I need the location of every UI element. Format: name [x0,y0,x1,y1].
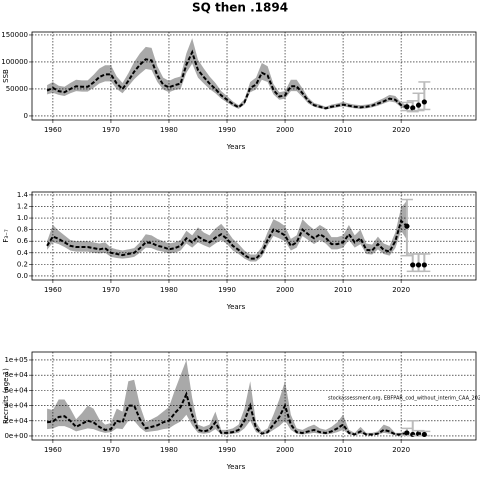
projection-point [421,431,427,438]
y-axis-label: SSB [2,69,10,83]
y-tick-label: 0.2 [17,260,28,268]
y-axis-label: Recruits (age 1) [2,368,10,424]
y-tick-label: 0.4 [17,249,29,257]
y-axis-label: F₃₋₇ [2,229,10,243]
x-tick-label: 1970 [102,126,120,134]
x-tick-label: 2010 [334,126,352,134]
projection-point [415,102,422,108]
figure-title: SQ then .1894 [192,1,288,15]
y-tick-label: 0.6 [17,237,29,245]
y-tick-label: 100000 [1,58,28,66]
y-tick-label: 1e+05 [4,356,28,364]
estimate-line [46,49,408,110]
y-tick-label: 50000 [6,85,28,93]
x-tick-label: 1960 [44,126,62,134]
x-tick-label: 2010 [334,286,352,294]
projection-point [421,99,427,105]
plot-frame [31,351,477,441]
y-tick-label: 1.4 [17,191,29,199]
x-tick-label: 2010 [334,446,352,454]
x-tick-label: 1960 [44,286,62,294]
x-tick-label: 1970 [102,446,120,454]
x-axis-label: Years [226,143,246,151]
estimate-line [46,219,408,260]
x-tick-label: 2000 [276,286,294,294]
plot-frame [31,191,477,281]
x-tick-label: 2020 [392,126,410,134]
annotation: stockassessment.org, EBFPAR_cod_without_… [328,396,480,402]
estimate-line [46,391,408,436]
y-tick-label: 0.0 [17,272,28,280]
panel: 1960 1970 1980 1990 2000 2010 2020 0 50000 100000… [1,31,477,151]
projection-point [404,104,410,110]
projection-point [415,262,422,268]
x-tick-label: 2000 [276,126,294,134]
x-tick-label: 1980 [160,126,178,134]
x-tick-label: 2020 [392,446,410,454]
y-tick-label: 8e+04 [4,371,28,379]
projection-point [410,105,416,111]
y-tick-label: 0 [24,112,28,120]
x-tick-label: 1990 [218,446,236,454]
x-tick-label: 1980 [160,286,178,294]
x-tick-label: 2000 [276,446,294,454]
projection-point [421,262,427,268]
x-tick-label: 1960 [44,446,62,454]
plot-frame [31,31,477,121]
panel: 1960 1970 1980 1990 2000 2010 2020 0.0 0.2 0.4 0.6… [2,191,477,311]
y-tick-label: 150000 [1,31,28,39]
x-tick-label: 1970 [102,286,120,294]
y-tick-label: 1.2 [17,202,28,210]
confidence-band [47,359,407,436]
x-axis-label: Years [226,463,246,471]
projection-point [404,430,410,436]
projection-point [404,223,410,229]
y-tick-label: 0.8 [17,226,28,234]
x-tick-label: 2020 [392,286,410,294]
x-tick-label: 1990 [218,126,236,134]
x-tick-label: 1990 [218,286,236,294]
panel: 1960 1970 1980 1990 2000 2010 2020 0e+00 2e+04 4e… [2,351,480,471]
x-axis-label: Years [226,303,246,311]
y-tick-label: 4e+04 [4,402,28,410]
y-tick-label: 0e+00 [4,432,28,440]
x-tick-label: 1980 [160,446,178,454]
y-tick-label: 2e+04 [4,417,28,425]
projection-point [410,262,416,268]
y-tick-label: 1.0 [17,214,28,222]
y-tick-label: 6e+04 [4,386,28,394]
